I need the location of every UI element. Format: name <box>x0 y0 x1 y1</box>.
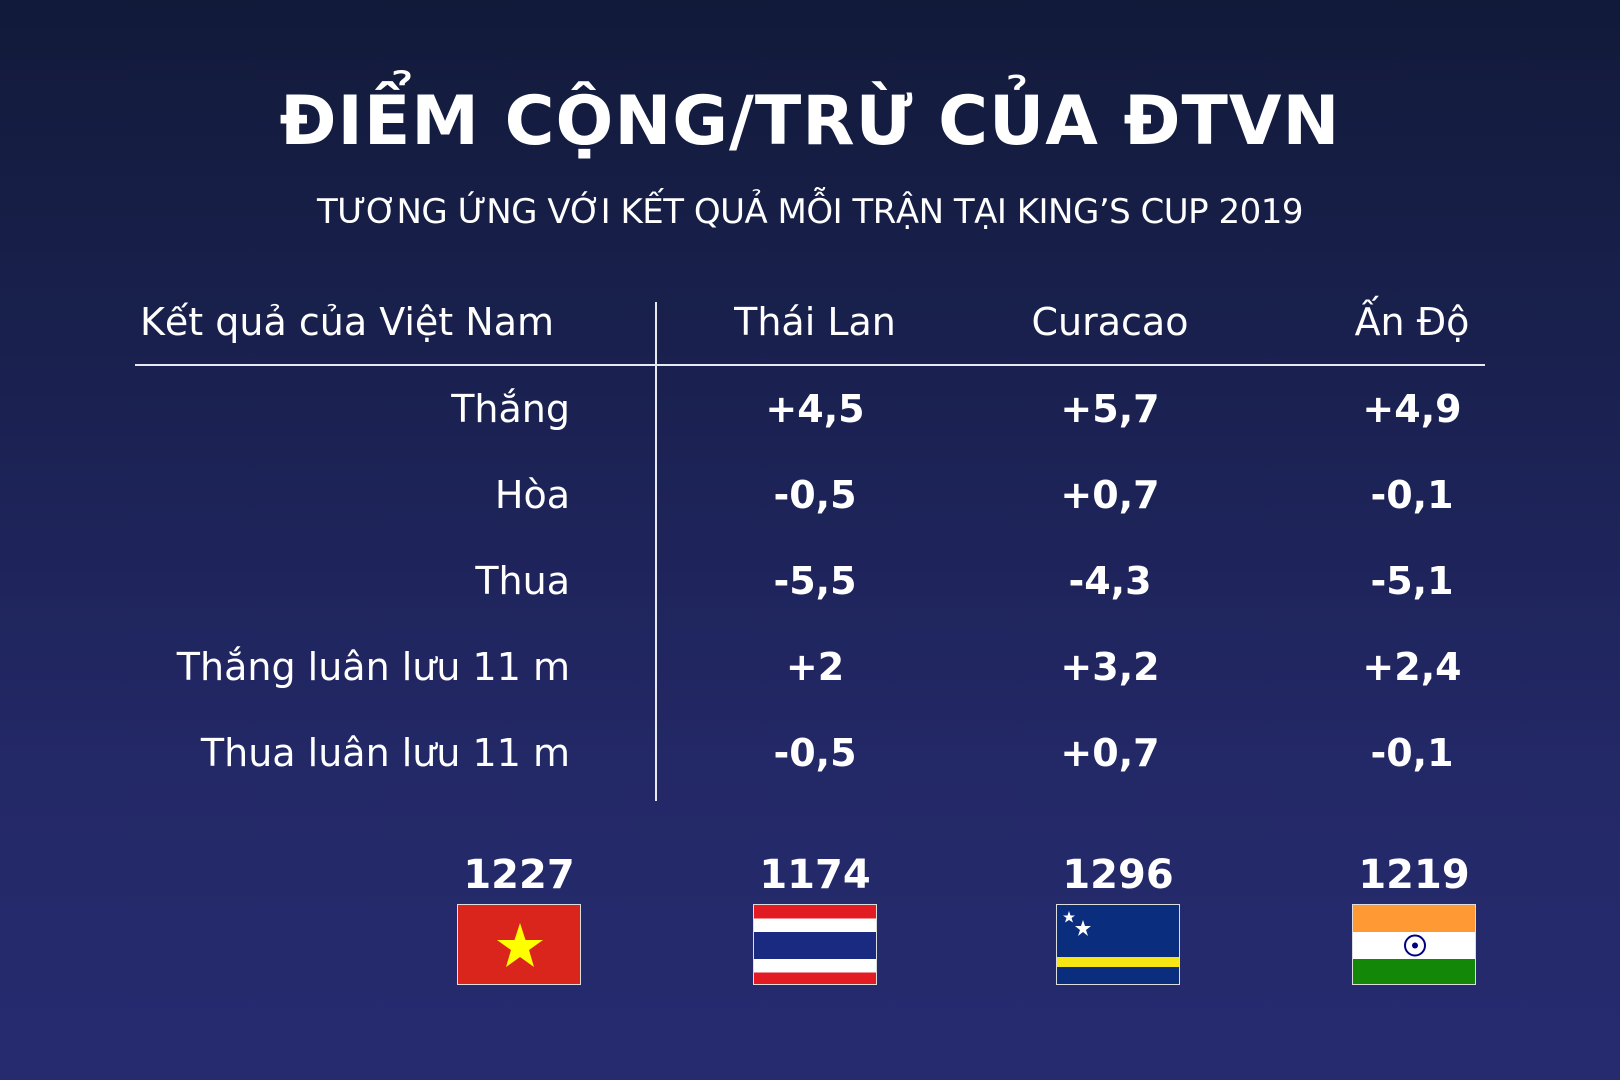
star-icon <box>1063 911 1075 923</box>
table-cell: -4,3 <box>1068 559 1152 603</box>
table-cell: -5,1 <box>1370 559 1454 603</box>
column-header-india: Ấn Độ <box>1354 300 1470 344</box>
row-label: Thua luân lưu 11 m <box>200 731 570 775</box>
table-cell: +0,7 <box>1060 731 1160 775</box>
table-cell: +3,2 <box>1060 645 1160 689</box>
india-flag <box>1352 904 1476 985</box>
table-cell: +2,4 <box>1362 645 1462 689</box>
table-cell: +4,5 <box>765 387 865 431</box>
row-label: Thắng luân lưu 11 m <box>176 645 570 689</box>
row-label: Thắng <box>451 387 570 431</box>
table-cell: -5,5 <box>773 559 857 603</box>
vietnam-points: 1227 <box>463 852 575 898</box>
page-title: ĐIỂM CỘNG/TRỪ CỦA ĐTVN <box>279 82 1341 161</box>
star-icon <box>497 923 543 967</box>
thailand-points: 1174 <box>759 852 871 898</box>
header-divider <box>135 364 1485 366</box>
row-label: Thua <box>475 559 570 603</box>
column-header-curacao: Curacao <box>1031 300 1189 344</box>
column-header-thailand: Thái Lan <box>734 300 896 344</box>
vietnam-flag <box>457 904 581 985</box>
table-cell: -0,5 <box>773 473 857 517</box>
curacao-points: 1296 <box>1062 852 1174 898</box>
curacao-flag <box>1056 904 1180 985</box>
table-cell: -0,1 <box>1370 473 1454 517</box>
column-divider <box>655 302 657 801</box>
table-cell: -0,1 <box>1370 731 1454 775</box>
thailand-flag <box>753 904 877 985</box>
india-points: 1219 <box>1358 852 1470 898</box>
table-cell: -0,5 <box>773 731 857 775</box>
table-cell: +2 <box>785 645 845 689</box>
page-subtitle: TƯƠNG ỨNG VỚI KẾT QUẢ MỖI TRẬN TẠI KING’… <box>317 192 1304 232</box>
row-label: Hòa <box>494 473 570 517</box>
table-cell: +5,7 <box>1060 387 1160 431</box>
table-cell: +4,9 <box>1362 387 1462 431</box>
row-header: Kết quả của Việt Nam <box>140 300 554 344</box>
table-cell: +0,7 <box>1060 473 1160 517</box>
star-icon <box>1075 920 1091 936</box>
chakra-icon <box>1404 934 1426 957</box>
